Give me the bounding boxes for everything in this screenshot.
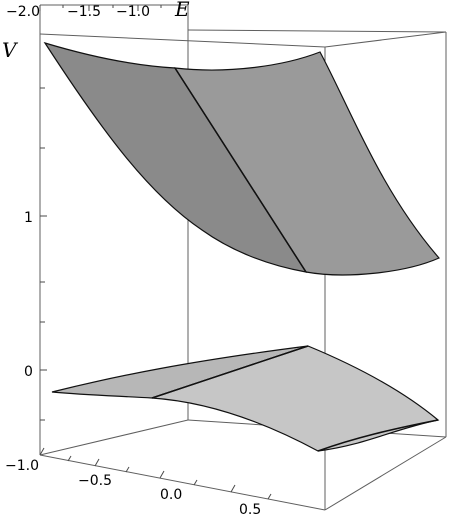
e-axis-label: E [174,0,190,21]
front-tick-mark-6 [193,479,198,486]
v-axis-label: V [2,38,19,62]
e-axis-ticks: −2.0 −1.5 −1.0 E [6,0,190,21]
box-edge-back-top [187,29,447,33]
v-tick-label-1: 1 [24,210,33,226]
front-tick-label-2: −0.5 [78,473,112,489]
box-edge-front-top [39,33,326,48]
upper-surface-ridge [174,67,307,273]
plot-box [39,4,447,511]
lower-surface-edge [317,419,439,452]
lower-surface-ridge [151,345,309,399]
front-tick-label-4: 0.5 [239,502,261,516]
e-tick-label-2: −1.5 [67,4,101,20]
v-axis-ticks: V 1 0 [2,38,47,421]
front-tick-mark-1 [39,447,45,456]
lower-surface-right-face [151,345,440,452]
front-tick-label-3: 0.0 [160,487,182,503]
e-tick-label-1: −2.0 [6,4,40,20]
front-tick-mark-7 [230,484,236,493]
front-tick-label-1: −1.0 [5,458,39,474]
box-edge-bottom-front [39,454,326,511]
front-axis-ticks: −1.0 −0.5 0.0 0.5 [5,447,272,516]
front-tick-mark-2 [67,455,72,462]
box-edge-bottom-front-right [324,436,447,511]
lower-surface-left-face [51,345,309,399]
lower-surface [51,345,440,452]
front-tick-mark-4 [125,466,130,473]
box-edge-bottom-back [39,419,189,456]
upper-surface [43,41,440,276]
upper-surface-right-face [173,51,440,276]
e-tick-label-3: −1.0 [116,4,150,20]
box-edge-right-top [324,31,447,48]
front-tick-mark-8 [267,493,272,500]
front-tick-mark-3 [94,458,100,467]
front-tick-mark-5 [159,470,165,479]
upper-surface-left-face [43,41,308,273]
v-tick-label-0: 0 [24,364,33,380]
